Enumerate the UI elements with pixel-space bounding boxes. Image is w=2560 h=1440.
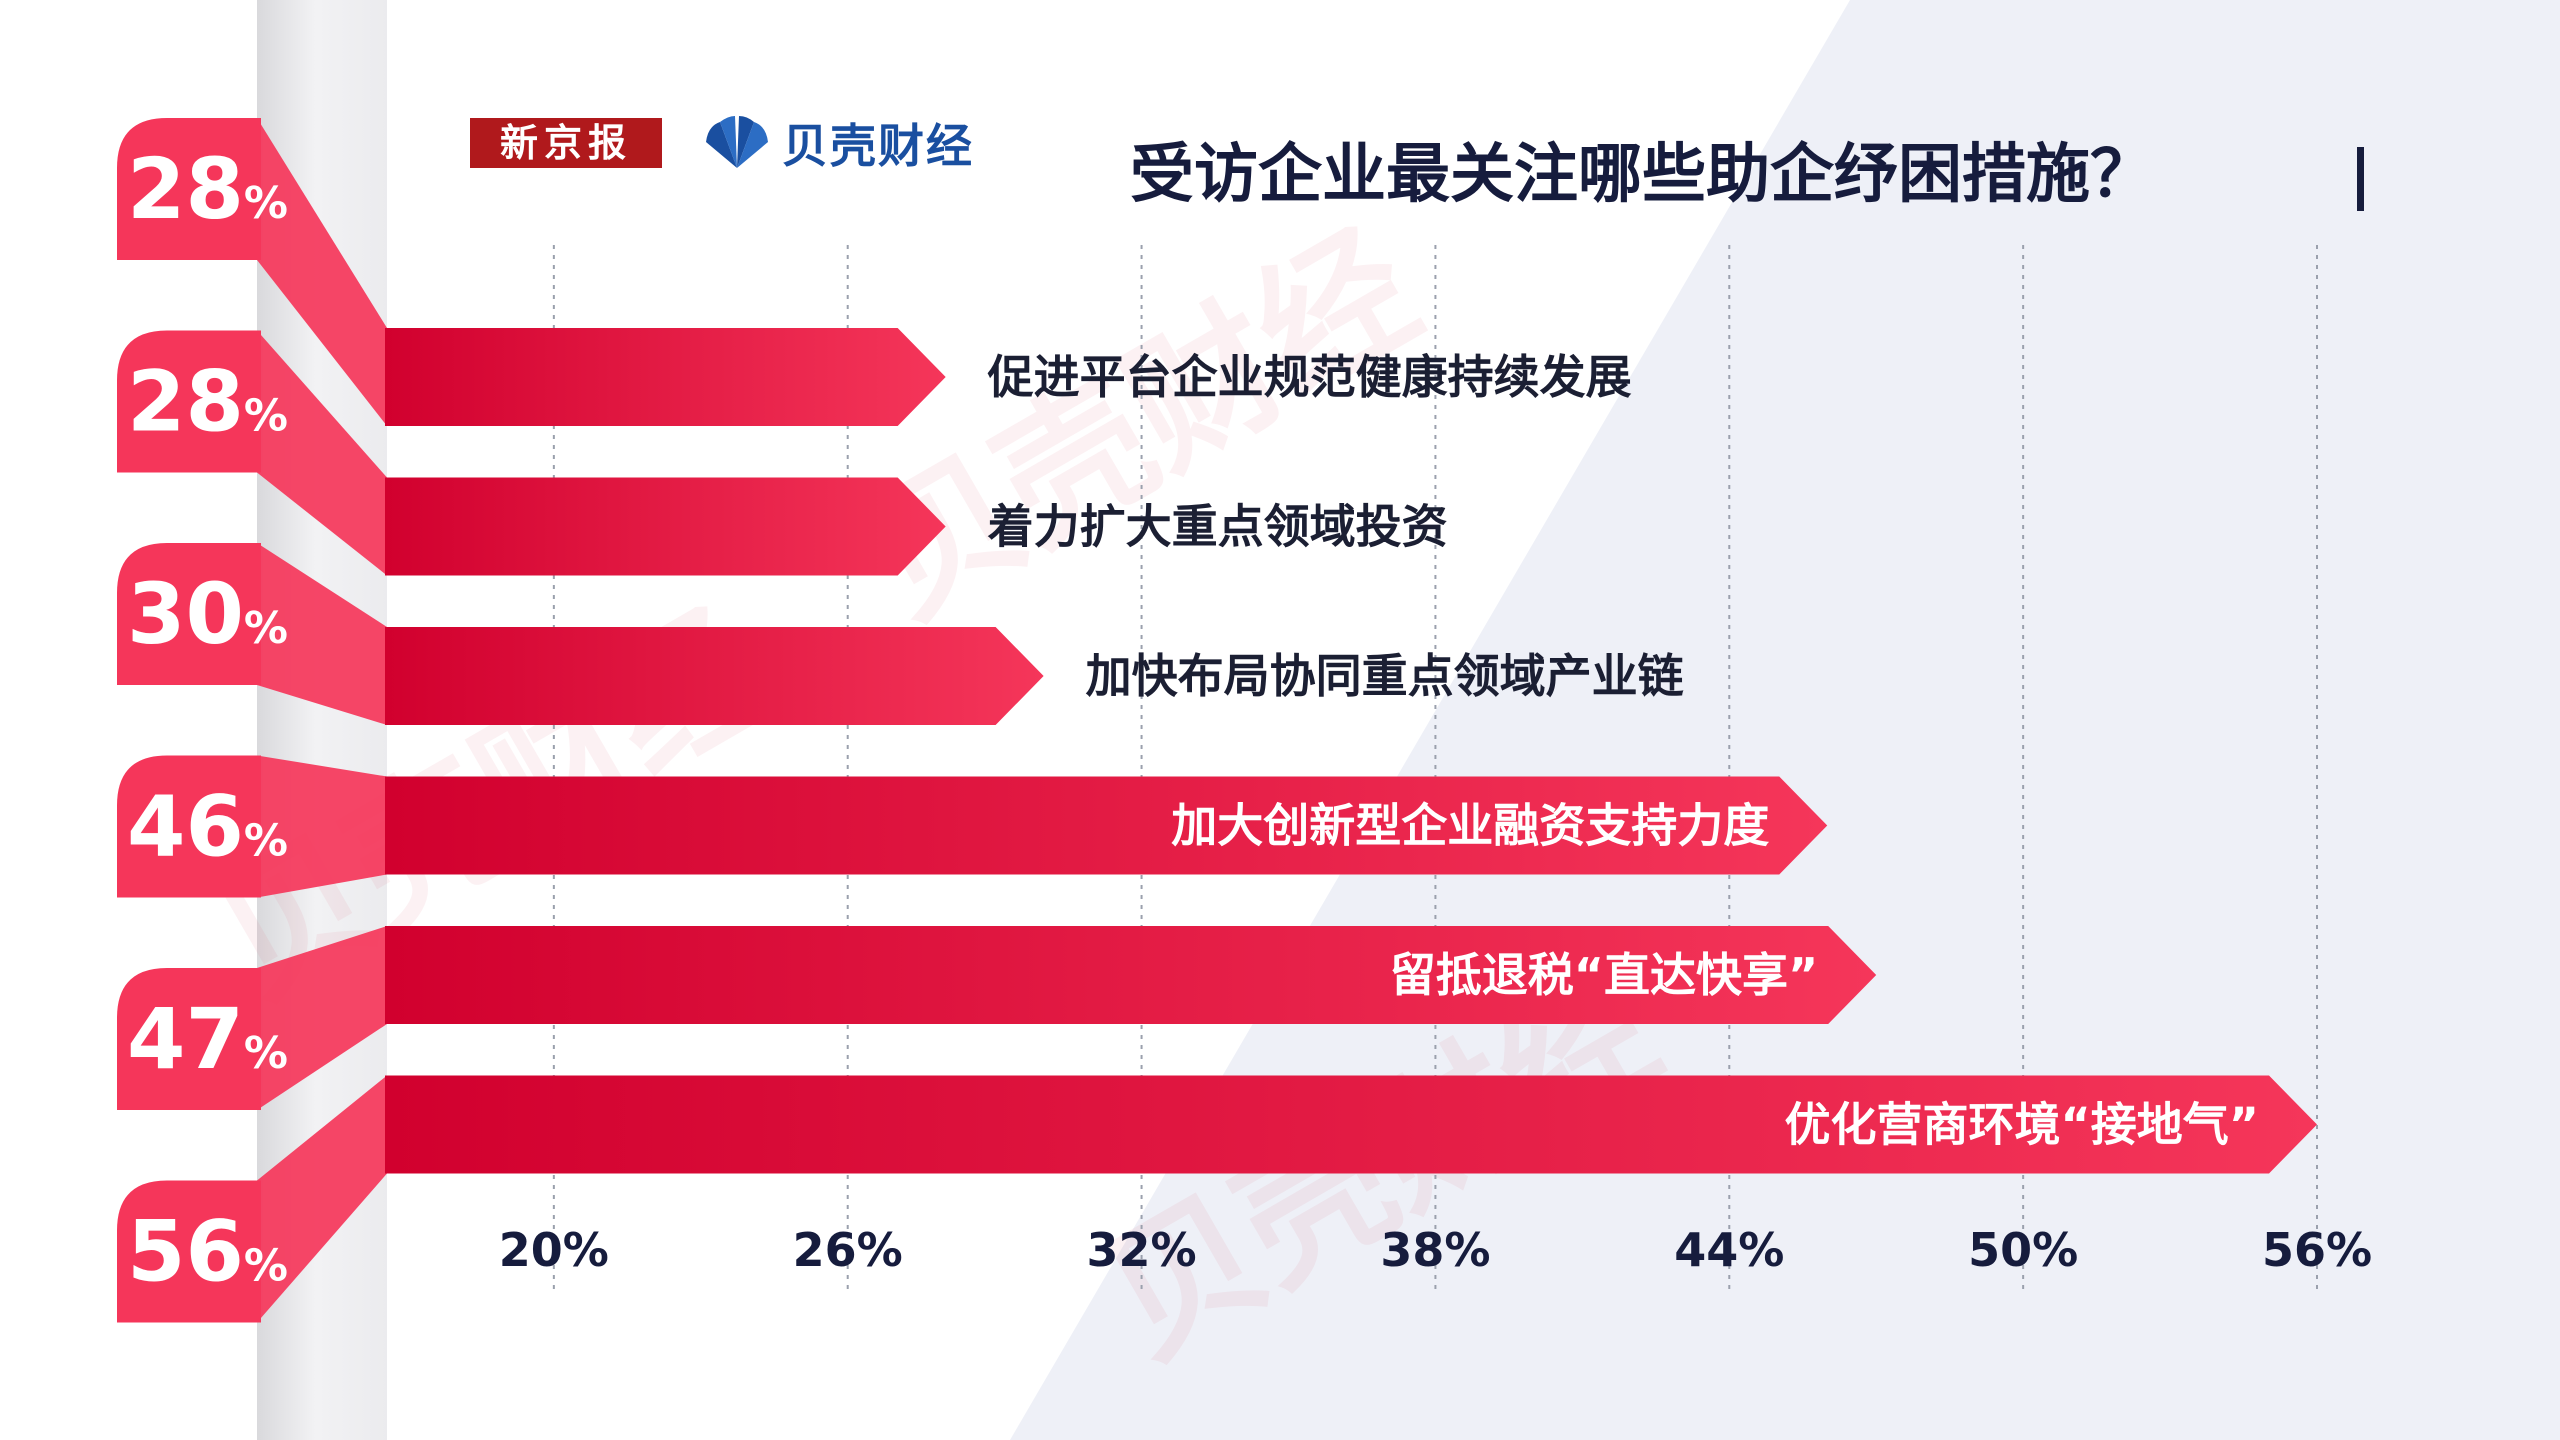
value-label: 56% (127, 1203, 288, 1301)
category-label: 加快布局协同重点领域产业链 (1086, 649, 1684, 703)
x-tick-label: 50% (1968, 1223, 2078, 1277)
bar-connector (257, 118, 387, 426)
bar (385, 1075, 2317, 1174)
bar (385, 926, 1877, 1024)
x-tick-label: 38% (1380, 1223, 1490, 1277)
x-tick-label: 26% (793, 1223, 903, 1277)
bar-connector (257, 543, 387, 725)
category-label: 着力扩大重点领域投资 (988, 500, 1448, 554)
category-label: 优化营商环境“接地气” (1785, 1098, 2259, 1152)
value-badge (117, 968, 261, 1110)
value-label: 46% (127, 778, 288, 876)
chart-title: 受访企业最关注哪些助企纾困措施？ (1130, 138, 2154, 212)
bar-connector (257, 330, 387, 576)
category-label: 加大创新型企业融资支持力度 (1171, 799, 1769, 853)
bar (385, 627, 1044, 725)
value-label: 28% (127, 353, 288, 451)
category-label: 留抵退税“直达快享” (1390, 948, 1818, 1002)
value-label: 47% (127, 990, 288, 1088)
title-accent-bar (2357, 147, 2364, 211)
x-tick-label: 32% (1087, 1223, 1197, 1277)
x-tick-label: 44% (1674, 1223, 1784, 1277)
value-badge (117, 118, 261, 260)
xinjingbao-logo: 新京报 (470, 118, 662, 168)
x-tick-label: 56% (2262, 1223, 2372, 1277)
bar-connector (257, 1075, 387, 1323)
value-badge (117, 755, 261, 898)
value-badge (117, 543, 261, 685)
bar-connector (257, 755, 387, 898)
shell-icon (706, 116, 768, 168)
bar (385, 776, 1828, 875)
bar (385, 477, 946, 576)
bar-connector (257, 926, 387, 1110)
value-label: 30% (127, 565, 288, 663)
value-label: 28% (127, 140, 288, 238)
value-badge (117, 330, 261, 473)
beike-finance-logo: 贝壳财经 (700, 112, 974, 174)
bar (385, 328, 946, 426)
beike-logo-text: 贝壳财经 (782, 119, 974, 173)
value-badge (117, 1180, 261, 1323)
category-label: 促进平台企业规范健康持续发展 (987, 350, 1632, 404)
x-tick-label: 20% (499, 1223, 609, 1277)
